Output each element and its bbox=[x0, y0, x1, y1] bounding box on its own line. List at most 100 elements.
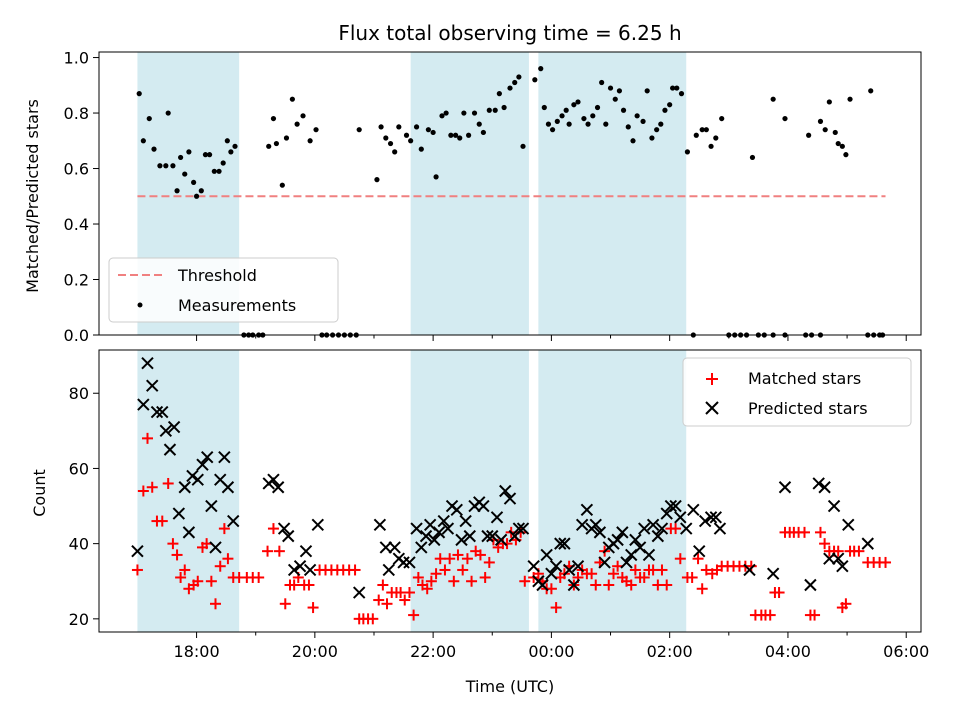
measurement-point-71 bbox=[496, 91, 502, 97]
predicted-star-point-11 bbox=[182, 526, 196, 539]
measurement-point-33 bbox=[289, 96, 295, 102]
matched-star-point-86 bbox=[550, 602, 562, 614]
predicted-star-point-100 bbox=[687, 503, 700, 517]
measurement-point-103 bbox=[649, 135, 655, 141]
predicted-star-point-111 bbox=[818, 481, 831, 494]
measurement-point-136 bbox=[782, 115, 788, 122]
measurement-point-37 bbox=[313, 127, 319, 133]
measurement-point-95 bbox=[612, 96, 618, 102]
matched-star-point-3 bbox=[146, 481, 158, 493]
predicted-star-point-15 bbox=[201, 450, 214, 464]
matched-star-point-80 bbox=[519, 575, 531, 587]
predicted-star-point-42 bbox=[419, 529, 433, 543]
predicted-star-point-35 bbox=[382, 563, 395, 577]
measurement-point-8 bbox=[174, 188, 180, 194]
legend-predicted-swatch bbox=[705, 401, 719, 415]
predicted-star-point-17 bbox=[209, 541, 222, 554]
predicted-star-point-93 bbox=[651, 529, 665, 543]
measurement-point-63 bbox=[457, 135, 463, 141]
measurement-point-48 bbox=[383, 135, 389, 141]
measurement-point-100 bbox=[634, 113, 640, 119]
predicted-star-point-98 bbox=[674, 511, 687, 524]
predicted-star-point-45 bbox=[432, 526, 446, 539]
predicted-star-point-113 bbox=[827, 499, 841, 513]
measurement-point-83 bbox=[559, 113, 565, 119]
predicted-star-point-65 bbox=[527, 559, 540, 573]
x-tick-label-1: 20:00 bbox=[292, 642, 338, 661]
matched-star-point-98 bbox=[603, 579, 615, 591]
matched-star-point-95 bbox=[590, 579, 602, 591]
predicted-star-point-75 bbox=[571, 559, 585, 573]
predicted-star-point-47 bbox=[441, 522, 455, 535]
measurement-point-34 bbox=[294, 121, 300, 127]
predicted-star-point-55 bbox=[477, 499, 490, 513]
bottom-y-tick-label-1: 40 bbox=[69, 535, 89, 554]
predicted-star-point-72 bbox=[558, 537, 571, 550]
matched-star-point-138 bbox=[799, 526, 811, 538]
measurement-point-58 bbox=[433, 174, 439, 180]
measurement-point-99 bbox=[630, 138, 636, 144]
predicted-star-point-94 bbox=[655, 522, 669, 535]
measurement-point-135 bbox=[770, 96, 776, 102]
measurement-point-94 bbox=[607, 85, 614, 91]
measurement-point-11 bbox=[186, 149, 192, 155]
measurement-point-144 bbox=[843, 152, 849, 158]
x-tick-label-6: 06:00 bbox=[883, 642, 929, 661]
bottom-y-axis-label: Count bbox=[30, 469, 49, 517]
measurement-point-32 bbox=[283, 135, 290, 141]
predicted-star-point-110 bbox=[812, 477, 825, 490]
matched-star-point-150 bbox=[853, 545, 865, 557]
measurement-point-35 bbox=[300, 113, 306, 119]
matched-star-point-5 bbox=[156, 515, 168, 527]
matched-star-point-10 bbox=[179, 564, 191, 576]
measurement-point-47 bbox=[378, 124, 384, 130]
predicted-star-point-51 bbox=[459, 514, 472, 528]
predicted-star-point-32 bbox=[352, 586, 366, 599]
measurement-point-57 bbox=[430, 129, 436, 136]
matched-star-point-100 bbox=[612, 560, 624, 572]
predicted-star-point-16 bbox=[205, 499, 218, 513]
measurement-point-138 bbox=[817, 118, 824, 124]
matched-star-point-145 bbox=[832, 545, 844, 557]
legend-measurements-label: Measurements bbox=[178, 296, 296, 315]
matched-star-point-48 bbox=[377, 579, 389, 591]
predicted-star-point-91 bbox=[642, 548, 656, 562]
measurement-point-46 bbox=[374, 177, 380, 183]
matched-star-point-70 bbox=[474, 549, 486, 561]
matched-star-point-27 bbox=[267, 523, 279, 535]
predicted-star-point-29 bbox=[299, 544, 313, 558]
measurement-point-22 bbox=[232, 143, 238, 149]
matched-star-point-72 bbox=[483, 556, 495, 568]
measurement-point-137 bbox=[806, 132, 812, 138]
measurement-point-49 bbox=[387, 140, 394, 147]
matched-star-point-118 bbox=[696, 583, 708, 595]
observing-intervals-bottom bbox=[137, 350, 687, 632]
matched-star-point-68 bbox=[466, 575, 478, 587]
matched-star-point-2 bbox=[141, 432, 153, 444]
measurement-point-108 bbox=[670, 85, 676, 91]
measurement-point-114 bbox=[703, 127, 709, 133]
bottom-y-tick-label-0: 20 bbox=[69, 610, 89, 629]
measurement-point-15 bbox=[202, 152, 209, 158]
top-y-axis-label: Matched/Predicted stars bbox=[23, 99, 42, 293]
x-tick-label-3: 00:00 bbox=[528, 642, 574, 661]
measurement-point-93 bbox=[603, 121, 609, 127]
measurement-point-102 bbox=[644, 88, 650, 94]
top-legend-frame bbox=[108, 257, 339, 323]
predicted-star-point-56 bbox=[481, 529, 494, 543]
measurement-point-52 bbox=[403, 132, 410, 138]
predicted-star-point-9 bbox=[172, 507, 186, 520]
predicted-star-point-80 bbox=[593, 526, 607, 539]
measurement-point-105 bbox=[658, 121, 664, 127]
measurement-point-18 bbox=[216, 168, 222, 174]
measurement-point-68 bbox=[480, 129, 486, 136]
predicted-star-point-68 bbox=[540, 548, 553, 562]
predicted-star-point-71 bbox=[554, 537, 567, 550]
measurement-point-60 bbox=[443, 110, 449, 116]
predicted-star-point-86 bbox=[620, 556, 633, 569]
counts-layer bbox=[131, 356, 892, 625]
matched-star-point-133 bbox=[773, 587, 785, 599]
measurement-point-6 bbox=[165, 110, 171, 116]
matched-star-point-63 bbox=[444, 553, 456, 565]
matched-star-point-9 bbox=[175, 571, 187, 583]
